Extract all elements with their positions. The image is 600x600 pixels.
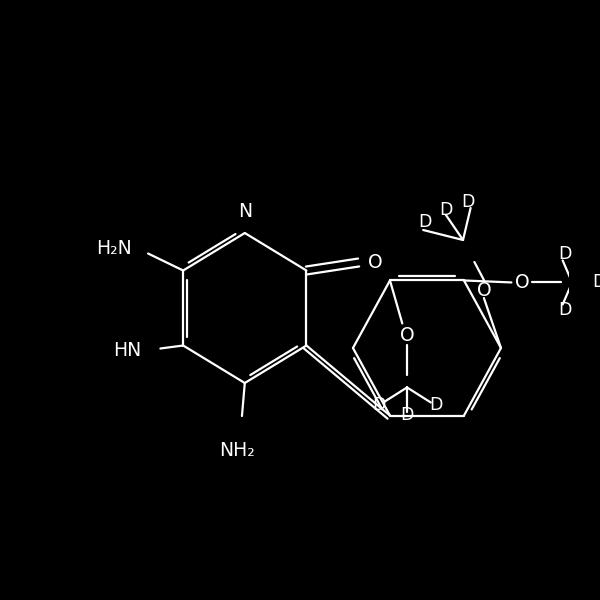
Text: D: D	[461, 193, 475, 211]
Text: D: D	[439, 201, 452, 219]
Text: D: D	[558, 301, 571, 319]
Text: NH₂: NH₂	[220, 441, 255, 460]
Text: O: O	[368, 253, 383, 272]
Text: O: O	[476, 281, 491, 301]
Text: D: D	[400, 406, 414, 424]
Text: D: D	[429, 397, 442, 415]
Text: HN: HN	[113, 341, 142, 360]
Text: O: O	[515, 273, 530, 292]
Text: D: D	[558, 245, 571, 263]
Text: D: D	[418, 213, 432, 231]
Text: O: O	[400, 326, 415, 345]
Text: D: D	[372, 397, 385, 415]
Text: N: N	[238, 202, 252, 221]
Text: H₂N: H₂N	[96, 239, 132, 258]
Text: D: D	[592, 274, 600, 292]
